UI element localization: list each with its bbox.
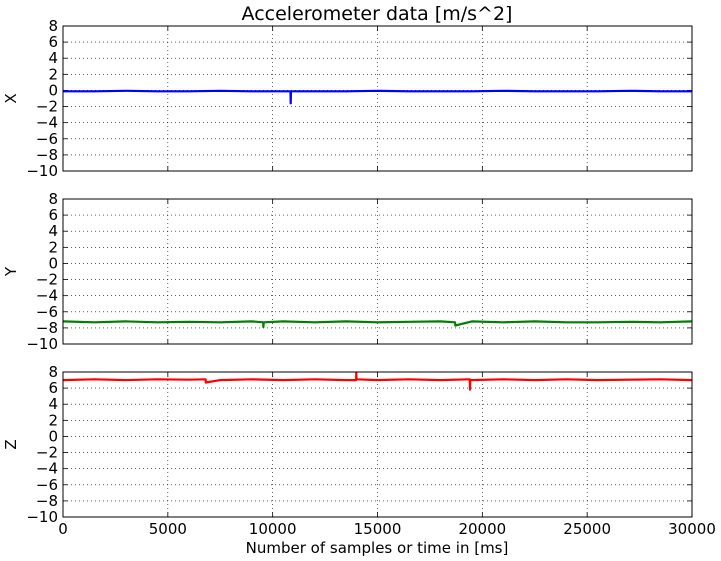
y-tick-label: 8	[48, 363, 58, 381]
y-tick-label: 0	[48, 254, 58, 272]
y-tick-label: 6	[48, 33, 58, 51]
y-tick-label: 0	[48, 81, 58, 99]
series-line-x	[63, 89, 692, 105]
y-tick-label: −6	[36, 303, 58, 321]
y-tick-label: 6	[48, 206, 58, 224]
y-tick-label: 0	[48, 427, 58, 445]
x-tick-label: 25000	[563, 520, 611, 538]
y-tick-label: −10	[26, 162, 58, 180]
x-tick-label: 20000	[458, 520, 506, 538]
y-axis-label: X	[2, 93, 20, 103]
y-tick-label: −8	[36, 146, 58, 164]
chart-title: Accelerometer data [m/s^2]	[242, 3, 513, 25]
subplots: 86420−2−4−6−8−10X86420−2−4−6−8−10Y86420−…	[2, 17, 716, 538]
y-tick-label: 2	[48, 238, 58, 256]
y-tick-label: −4	[36, 114, 58, 132]
y-tick-label: −6	[36, 130, 58, 148]
y-tick-label: 6	[48, 379, 58, 397]
y-tick-label: −6	[36, 476, 58, 494]
x-tick-label: 30000	[668, 520, 716, 538]
series-line-y	[62, 320, 693, 329]
plot-frame	[62, 371, 693, 518]
y-tick-label: 2	[48, 65, 58, 83]
x-tick-label: 15000	[354, 520, 402, 538]
y-axis-label: Y	[2, 266, 20, 277]
y-tick-label: −10	[26, 335, 58, 353]
plot-frame	[62, 198, 693, 345]
x-tick-label: 0	[58, 520, 68, 538]
x-axis-label: Number of samples or time in [ms]	[246, 539, 509, 557]
y-tick-label: −2	[36, 98, 58, 116]
x-tick-label: 10000	[249, 520, 297, 538]
y-tick-label: −8	[36, 492, 58, 510]
y-tick-label: −10	[26, 508, 58, 526]
series-line-z	[62, 371, 693, 391]
y-tick-label: 8	[48, 190, 58, 208]
y-tick-label: 4	[48, 395, 58, 413]
y-tick-label: −2	[36, 271, 58, 289]
plot-frame	[62, 25, 693, 172]
y-tick-label: −2	[36, 444, 58, 462]
y-tick-label: −8	[36, 319, 58, 337]
y-tick-label: 8	[48, 17, 58, 35]
y-tick-label: −4	[36, 460, 58, 478]
y-tick-label: 4	[48, 222, 58, 240]
y-tick-label: 4	[48, 49, 58, 67]
y-axis-label: Z	[2, 439, 20, 449]
y-tick-label: −4	[36, 287, 58, 305]
x-tick-label: 5000	[149, 520, 187, 538]
y-tick-label: 2	[48, 411, 58, 429]
